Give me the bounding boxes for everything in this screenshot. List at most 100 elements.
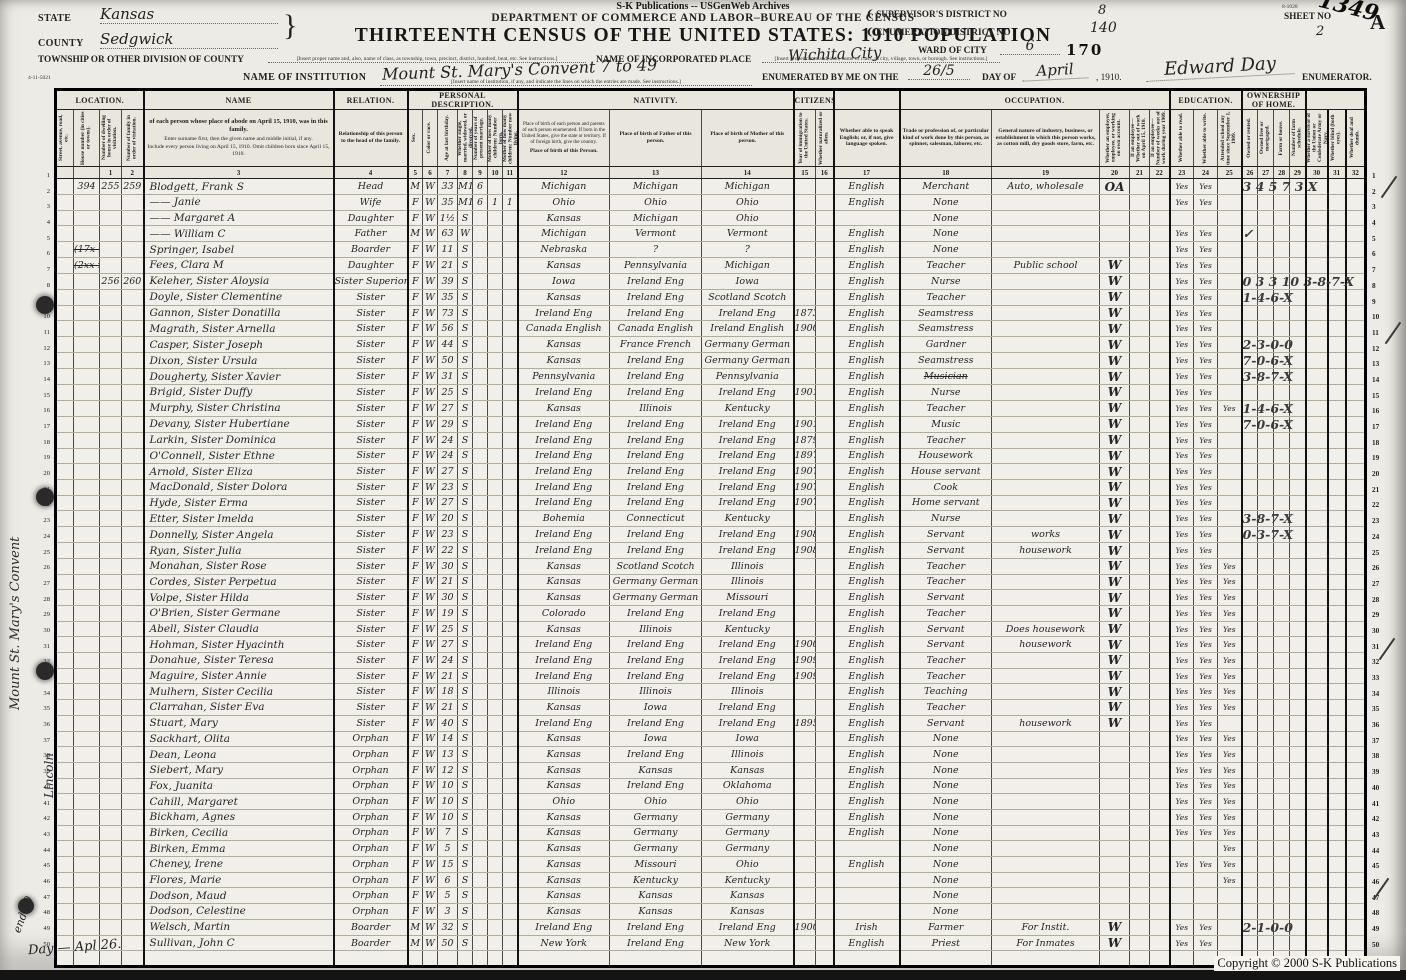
cell-imm: 1908 [792, 542, 816, 559]
cell-bm: Ireland Eng [701, 305, 794, 322]
cell-sch [1217, 510, 1242, 528]
cell-wks [1149, 479, 1170, 496]
cell-age: 13 [437, 746, 458, 763]
column-header-bf: Place of birth of Father of this person. [609, 109, 702, 167]
cell-fsn [1289, 479, 1306, 496]
cell-nat [815, 352, 834, 370]
cell-sch [1217, 320, 1242, 338]
cell-mar: S [457, 809, 473, 826]
cell-vet [1304, 856, 1328, 873]
column-group-header: NATIVITY. [516, 89, 794, 110]
cell-lang: English [832, 336, 900, 354]
cell-mort [1257, 605, 1274, 622]
column-number-13: 13 [609, 166, 702, 179]
cell-blind [1326, 526, 1346, 544]
cell-occ: Seamstress [898, 305, 992, 322]
cell-wks [1149, 935, 1170, 952]
cell-dwell [99, 778, 122, 795]
cell-street [55, 574, 74, 591]
cell-rel: Sister [332, 336, 408, 354]
cell-street [55, 336, 74, 354]
cell-vet [1304, 746, 1328, 763]
cell-age: 3 [437, 903, 458, 920]
column-header-emp: Whether an employer, employee, or workin… [1099, 109, 1130, 167]
cell-bm: Germany [701, 825, 794, 842]
column-number-26: 26 [1240, 166, 1258, 179]
cell-vet [1304, 495, 1328, 512]
column-number-29: 29 [1289, 166, 1306, 179]
cell-mort [1257, 416, 1274, 433]
cell-vet [1304, 872, 1328, 889]
cell-ow [1129, 699, 1150, 716]
line-number-right: 42 [1372, 815, 1380, 824]
column-number-3: 3 [142, 166, 334, 179]
cell-ow [1129, 840, 1150, 857]
column-header-deaf: Whether deaf and dumb. [1344, 109, 1366, 167]
cell-street [55, 652, 74, 669]
table-row: Gannon, Sister Donatilla Sister F W 73 S Irela… [55, 305, 1366, 322]
cell-imm [792, 289, 816, 306]
column-header-cb: Mother of how many children: Number born… [487, 109, 503, 167]
cell-name: Casper, Sister Joseph [142, 336, 334, 354]
cell-bf: Kentucky [609, 872, 702, 889]
cell-nat [815, 605, 834, 622]
cell-cb [487, 289, 503, 306]
cell-sex: F [406, 400, 423, 417]
cell-cl [502, 621, 518, 638]
cell-deaf [1344, 542, 1366, 559]
cell-ind: For Inmates [991, 935, 1100, 952]
cell-sch: Yes [1217, 558, 1242, 575]
cell-ym [472, 809, 488, 826]
cell-fsn [1289, 746, 1306, 763]
table-row: Sullivan, John C Boarder M W 50 S New York Irel… [55, 935, 1366, 952]
cell-cb [487, 400, 503, 417]
cell-fsn [1289, 463, 1306, 480]
cell-deaf [1344, 825, 1366, 842]
cell-lang [832, 887, 900, 905]
cell-col: W [422, 903, 438, 920]
cell-own: ✓ [1240, 225, 1258, 243]
cell-cl [502, 558, 518, 575]
cell-mar [457, 950, 473, 968]
cell-imm [792, 840, 816, 857]
cell-ind [991, 558, 1100, 575]
table-row: Clarrahan, Sister Eva Sister F W 21 S Kansas Io… [55, 699, 1366, 716]
cell-fsn [1289, 856, 1306, 873]
cell-ind [991, 273, 1100, 290]
cell-col: W [422, 605, 438, 622]
right-line-numbers: 1 2 3 4 5 6 7 8 9 10 11 12 13 14 15 16 17 18 19 20 21 22 23 24 2… [1372, 172, 1386, 956]
cell-vet [1304, 178, 1328, 195]
cell-sch [1217, 225, 1242, 243]
cell-deaf [1344, 731, 1366, 748]
cell-rd [1168, 840, 1194, 857]
cell-imm [792, 558, 816, 575]
year-label: , 1910. [1096, 73, 1122, 83]
column-number-20: 20 [1099, 166, 1130, 179]
cell-street [55, 305, 74, 322]
cell-rd: Yes [1168, 526, 1194, 544]
line-number-left: 32 [36, 658, 50, 674]
cell-mar: S [457, 241, 473, 259]
cell-deaf [1344, 840, 1366, 857]
cell-ind [991, 762, 1100, 779]
cell-street [55, 495, 74, 512]
cell-age: 15 [437, 856, 458, 873]
cell-name: Fox, Juanita [142, 778, 334, 795]
cell-fh [1273, 589, 1290, 606]
cell-ind: housework [991, 636, 1100, 654]
cell-cl [502, 479, 518, 496]
cell-street [55, 432, 74, 449]
line-number-right: 29 [1372, 611, 1380, 620]
cell-wks [1149, 384, 1170, 401]
scan-source-line: S-K Publications -- USGenWeb Archives [616, 1, 790, 12]
cell-age: 35 [437, 194, 458, 211]
cell-blind [1326, 872, 1346, 889]
cell-name: Dodson, Maud [142, 887, 334, 905]
cell-ow [1129, 950, 1150, 968]
cell-sch: Yes [1217, 668, 1242, 685]
cell-mort [1257, 495, 1274, 512]
cell-bf: Iowa [609, 731, 702, 748]
cell-col: W [422, 558, 438, 575]
table-row: (2xx xxx)Fees, Clara MDaughterFW21SKansa… [55, 257, 1366, 274]
cell-col: W [422, 731, 438, 748]
